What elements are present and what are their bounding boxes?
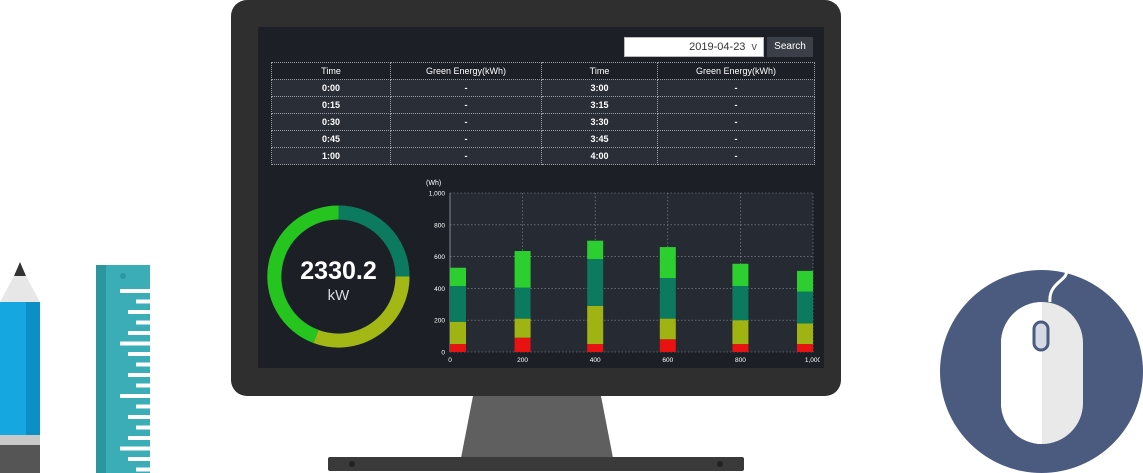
- x-tick-label: 200: [517, 357, 528, 364]
- y-axis-label: (Wh): [426, 180, 441, 187]
- chart-bar-segment: [450, 321, 466, 345]
- chart-bar-segment: [797, 344, 813, 352]
- date-value: 2019-04-23: [689, 41, 746, 53]
- gauge-segment-teal: [338, 205, 410, 277]
- green-energy-table: Time Green Energy(kWh) Time Green Energy…: [271, 62, 815, 165]
- table-cell: 0:15: [271, 96, 391, 114]
- chart-ticks: 1,000 800 600 400 200 00 200 400 600 800 1,000: [429, 191, 820, 365]
- y-tick-label: 0: [441, 350, 445, 357]
- table-cell: -: [657, 96, 815, 114]
- pencil-icon: [0, 262, 40, 473]
- gauge-value: 2330.2: [300, 257, 377, 285]
- table-row: 0:15 - 3:15 -: [271, 96, 815, 114]
- table-cell: 0:45: [271, 130, 391, 148]
- chart-bar-segment: [587, 305, 604, 345]
- chart-bar-segment: [797, 291, 813, 324]
- chart-bar-segment: [587, 240, 604, 259]
- table-row: 0:00 - 3:00 -: [271, 79, 815, 97]
- x-tick-label: 400: [590, 357, 601, 364]
- table-cell: 3:45: [541, 130, 658, 148]
- table-cell: -: [390, 79, 542, 97]
- base-foot-left: [349, 461, 355, 467]
- y-tick-label: 400: [434, 286, 445, 293]
- chart-bar-segment: [797, 323, 813, 345]
- column-header-green-energy: Green Energy(kWh): [390, 62, 542, 80]
- x-tick-label: 0: [448, 357, 452, 364]
- table-header-row: Time Green Energy(kWh) Time Green Energy…: [271, 62, 815, 80]
- chart-bar-segment: [587, 344, 604, 352]
- gauge-unit: kW: [327, 287, 350, 304]
- chart-bars: [450, 240, 813, 352]
- table-cell: 3:30: [541, 113, 658, 131]
- chart-bar-segment: [659, 247, 676, 279]
- table-cell: -: [390, 130, 542, 148]
- table-cell: -: [390, 96, 542, 114]
- chart-bar-segment: [659, 339, 676, 352]
- column-header-time: Time: [271, 62, 391, 80]
- mouse-icon: [940, 270, 1143, 473]
- chart-bar-segment: [732, 344, 749, 352]
- y-tick-label: 200: [434, 318, 445, 325]
- table-cell: 1:00: [271, 147, 391, 165]
- table-row: 0:30 - 3:30 -: [271, 113, 815, 131]
- chart-bar-segment: [514, 337, 531, 352]
- table-cell: 0:30: [271, 113, 391, 131]
- table-cell: -: [657, 113, 815, 131]
- table-row: 1:00 - 4:00 -: [271, 147, 815, 165]
- chart-bar-segment: [514, 251, 531, 288]
- table-cell: -: [657, 147, 815, 165]
- chart-bar-segment: [587, 258, 604, 306]
- chart-bar-segment: [659, 318, 676, 340]
- base-foot-right: [717, 461, 723, 467]
- table-cell: -: [390, 113, 542, 131]
- table-cell: 3:00: [541, 79, 658, 97]
- column-header-green-energy: Green Energy(kWh): [657, 62, 815, 80]
- chart-bar-segment: [659, 278, 676, 319]
- chart-bar-segment: [450, 344, 466, 352]
- table-cell: -: [657, 130, 815, 148]
- table-cell: -: [657, 79, 815, 97]
- chart-bar-segment: [732, 320, 749, 345]
- chart-bar-segment: [450, 267, 466, 287]
- ruler-icon: [96, 265, 150, 473]
- chart-bar-segment: [732, 286, 749, 321]
- power-gauge: [267, 205, 410, 348]
- chart-bar-segment: [450, 286, 466, 322]
- gauge-segment-olive: [313, 276, 410, 348]
- x-tick-label: 1,000: [805, 357, 820, 364]
- y-tick-label: 800: [434, 222, 445, 229]
- monitor-stand-base: [328, 457, 744, 471]
- chart-bar-segment: [514, 287, 531, 319]
- monitor-stand-neck: [461, 396, 613, 458]
- table-row: 0:45 - 3:45 -: [271, 130, 815, 148]
- table-cell: 3:15: [541, 96, 658, 114]
- chevron-down-icon: v: [751, 41, 758, 53]
- column-header-time: Time: [541, 62, 658, 80]
- x-tick-label: 800: [735, 357, 746, 364]
- gauge-segment-green: [267, 205, 339, 344]
- chart-bar-segment: [797, 270, 813, 292]
- x-tick-label: 600: [662, 357, 673, 364]
- table-cell: 0:00: [271, 79, 391, 97]
- date-select[interactable]: 2019-04-23 v: [624, 37, 764, 57]
- search-button[interactable]: Search: [767, 37, 813, 57]
- plot-area: [450, 193, 813, 352]
- chart-bar-segment: [514, 318, 531, 338]
- chart-grid: [449, 192, 814, 353]
- table-cell: -: [390, 147, 542, 165]
- chart-bar-segment: [732, 263, 749, 287]
- table-cell: 4:00: [541, 147, 658, 165]
- y-tick-label: 600: [434, 254, 445, 261]
- y-tick-label: 1,000: [429, 191, 446, 198]
